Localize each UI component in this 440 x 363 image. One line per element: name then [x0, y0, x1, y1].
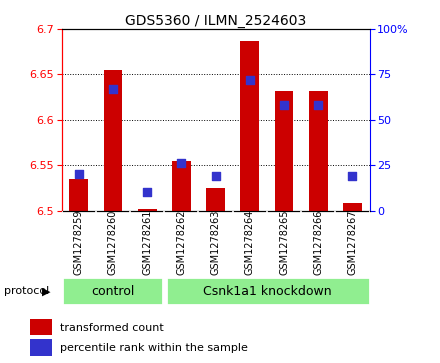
Text: percentile rank within the sample: percentile rank within the sample: [60, 343, 247, 354]
Text: GSM1278261: GSM1278261: [142, 209, 152, 275]
Bar: [206, 188, 225, 211]
Bar: [275, 91, 293, 211]
Text: ▶: ▶: [42, 286, 50, 296]
Text: GSM1278266: GSM1278266: [313, 209, 323, 275]
Bar: [103, 70, 122, 211]
Text: GSM1278259: GSM1278259: [74, 209, 84, 275]
Text: Csnk1a1 knockdown: Csnk1a1 knockdown: [203, 285, 331, 298]
Text: GSM1278262: GSM1278262: [176, 209, 187, 275]
Point: [349, 173, 356, 179]
Text: protocol: protocol: [4, 286, 50, 296]
Bar: [309, 91, 328, 211]
Bar: [30, 319, 52, 335]
Point: [110, 86, 117, 92]
Text: GSM1278265: GSM1278265: [279, 209, 289, 275]
Text: GSM1278263: GSM1278263: [211, 209, 220, 275]
FancyBboxPatch shape: [62, 277, 162, 305]
Point: [246, 77, 253, 83]
Bar: [172, 160, 191, 211]
Point: [281, 102, 288, 108]
Bar: [138, 209, 157, 211]
Text: transformed count: transformed count: [60, 323, 163, 333]
Text: control: control: [91, 285, 135, 298]
Title: GDS5360 / ILMN_2524603: GDS5360 / ILMN_2524603: [125, 14, 306, 28]
Point: [178, 160, 185, 166]
Point: [75, 171, 82, 177]
Text: GSM1278260: GSM1278260: [108, 209, 118, 275]
Bar: [240, 41, 259, 211]
Point: [315, 102, 322, 108]
Bar: [70, 179, 88, 211]
Bar: [343, 203, 362, 211]
Point: [212, 173, 219, 179]
Text: GSM1278264: GSM1278264: [245, 209, 255, 275]
FancyBboxPatch shape: [166, 277, 370, 305]
Point: [143, 189, 150, 195]
Text: GSM1278267: GSM1278267: [348, 209, 357, 275]
Bar: [30, 339, 52, 356]
